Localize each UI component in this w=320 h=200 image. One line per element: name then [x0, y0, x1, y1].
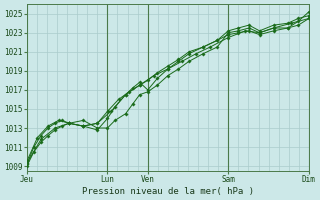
X-axis label: Pression niveau de la mer( hPa ): Pression niveau de la mer( hPa ): [82, 187, 254, 196]
